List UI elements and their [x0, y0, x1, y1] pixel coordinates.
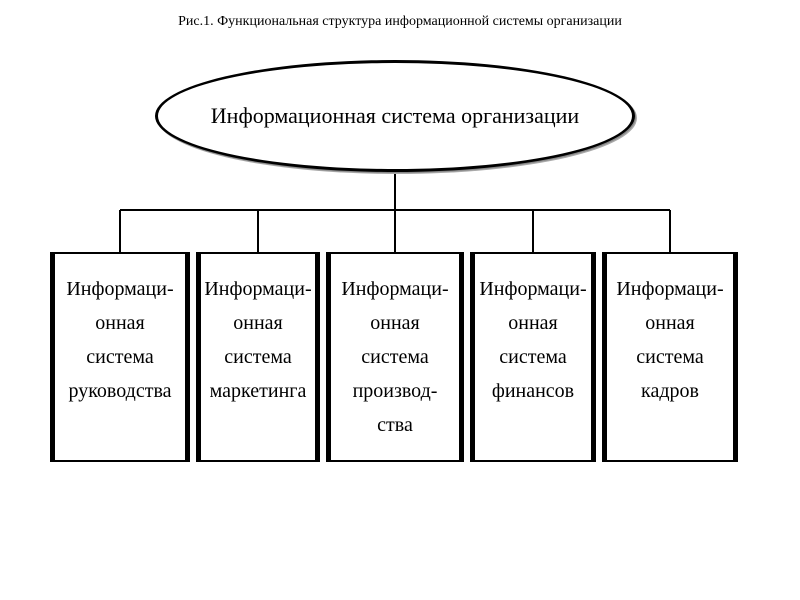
root-node: Информационная система организации	[155, 60, 635, 172]
child-node-1: Информаци-оннаясистемамаркетинга	[196, 252, 320, 462]
child-node-2-label: Информаци-оннаясистемапроизвод-ства	[334, 272, 456, 442]
child-node-3: Информаци-оннаясистемафинансов	[470, 252, 596, 462]
child-node-0: Информаци-оннаясистемаруководства	[50, 252, 190, 462]
root-node-label: Информационная система организации	[211, 103, 579, 129]
child-node-3-label: Информаци-оннаясистемафинансов	[478, 272, 588, 408]
child-node-1-label: Информаци-оннаясистемамаркетинга	[204, 272, 312, 408]
child-node-4-label: Информаци-оннаясистемакадров	[610, 272, 730, 408]
child-node-0-label: Информаци-оннаясистемаруководства	[58, 272, 182, 408]
org-diagram: Информационная система организации Инфор…	[0, 30, 800, 580]
child-node-2: Информаци-оннаясистемапроизвод-ства	[326, 252, 464, 462]
child-node-4: Информаци-оннаясистемакадров	[602, 252, 738, 462]
figure-caption: Рис.1. Функциональная структура информац…	[0, 0, 800, 30]
